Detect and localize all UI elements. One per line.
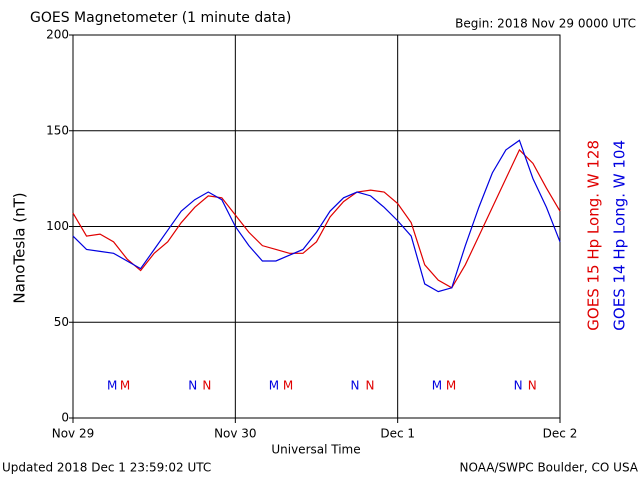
x-tick-label: Nov 30	[214, 427, 257, 441]
x-tick-label: Nov 29	[52, 427, 95, 441]
legend-entry: GOES 14 Hp Long. W 104	[611, 140, 629, 331]
footer-left: Updated 2018 Dec 1 23:59:02 UTC	[2, 461, 211, 475]
marker-label: N	[351, 379, 360, 393]
y-tick-label: 100	[46, 219, 69, 233]
marker-label: N	[202, 379, 211, 393]
y-tick-label: 200	[46, 28, 69, 42]
marker-label: M	[120, 379, 130, 393]
x-tick-label: Dec 2	[543, 427, 578, 441]
marker-label: M	[283, 379, 293, 393]
marker-label: M	[446, 379, 456, 393]
marker-label: N	[188, 379, 197, 393]
marker-label: N	[528, 379, 537, 393]
marker-label: M	[269, 379, 279, 393]
y-axis-label: NanoTesla (nT)	[11, 192, 29, 303]
chart-subtitle: Begin: 2018 Nov 29 0000 UTC	[455, 17, 636, 31]
marker-label: M	[107, 379, 117, 393]
y-tick-label: 0	[61, 411, 69, 425]
y-tick-label: 150	[46, 123, 69, 137]
x-axis-label: Universal Time	[271, 443, 360, 457]
series-line	[72, 148, 561, 289]
legend-entry: GOES 15 Hp Long. W 128	[585, 140, 603, 331]
series-line	[72, 139, 561, 293]
chart-title: GOES Magnetometer (1 minute data)	[30, 10, 291, 26]
y-tick-label: 50	[54, 315, 69, 329]
marker-label: N	[365, 379, 374, 393]
footer-right: NOAA/SWPC Boulder, CO USA	[460, 461, 639, 475]
x-tick-label: Dec 1	[380, 427, 415, 441]
marker-label: N	[514, 379, 523, 393]
marker-label: M	[432, 379, 442, 393]
